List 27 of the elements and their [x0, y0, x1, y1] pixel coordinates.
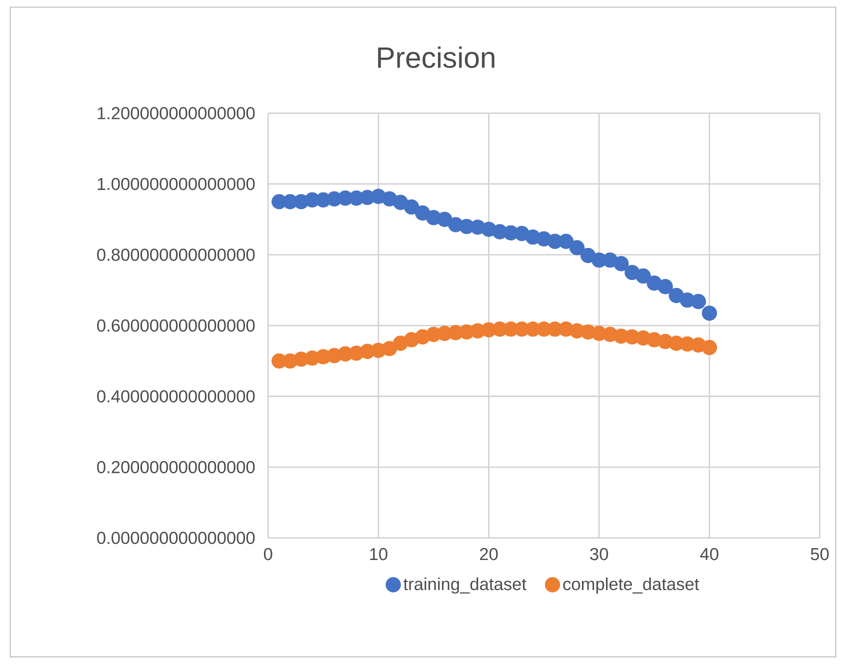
point — [658, 278, 673, 294]
x-tick-label: 30 — [590, 548, 608, 560]
y-tick-label: 1.000000000000000 — [98, 178, 255, 190]
chart-title: Precision — [378, 46, 494, 68]
legend-label: complete_dataset — [563, 577, 700, 594]
x-tick-label: 20 — [480, 548, 498, 560]
point — [569, 240, 585, 256]
y-tick-label: 0.600000000000000 — [97, 319, 255, 332]
x-tick-label: 40 — [700, 548, 718, 560]
x-tick-label: 10 — [370, 548, 388, 560]
x-tick-label: 0 — [264, 548, 272, 560]
point — [382, 340, 398, 356]
y-tick-label: 1.200000000000000 — [98, 107, 255, 120]
y-tick-label: 0.200000000000000 — [97, 460, 255, 474]
x-tick-label: 50 — [810, 548, 829, 560]
point — [614, 256, 629, 272]
point — [437, 212, 452, 227]
y-tick-label: 0.400000000000000 — [97, 390, 255, 402]
point — [668, 288, 684, 304]
legend-label: training_dataset — [404, 577, 526, 594]
y-tick-label: 0.800000000000000 — [97, 248, 255, 261]
point — [702, 340, 718, 356]
point — [636, 268, 651, 284]
point — [690, 294, 706, 310]
y-tick-label: 0.000000000000000 — [97, 532, 255, 544]
point — [702, 306, 718, 321]
point — [404, 199, 420, 215]
